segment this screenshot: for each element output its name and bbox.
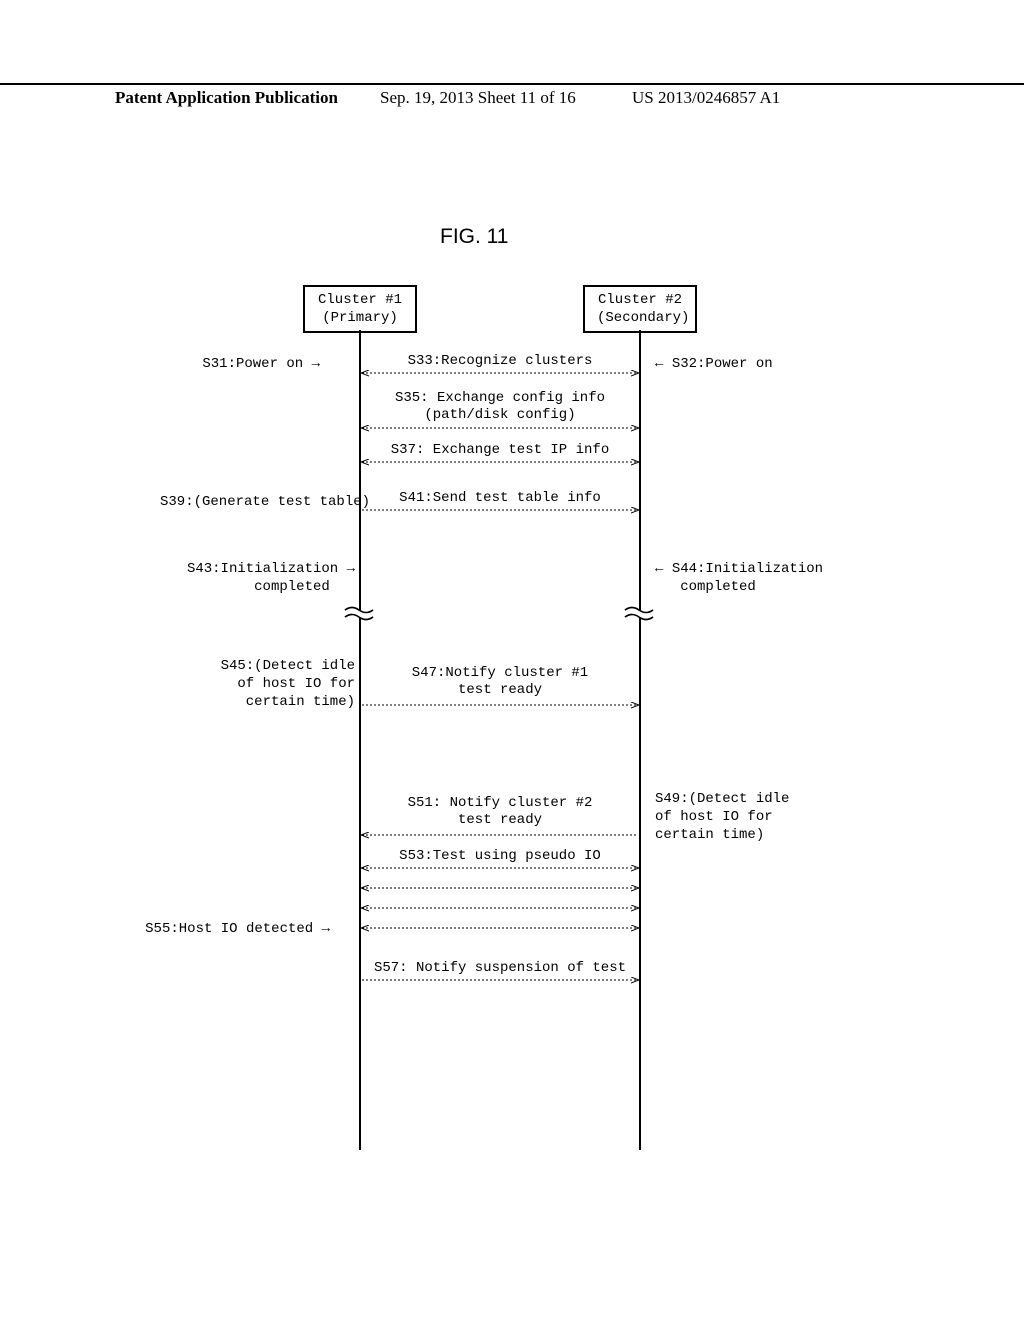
sequence-arrows: [0, 0, 1024, 1320]
